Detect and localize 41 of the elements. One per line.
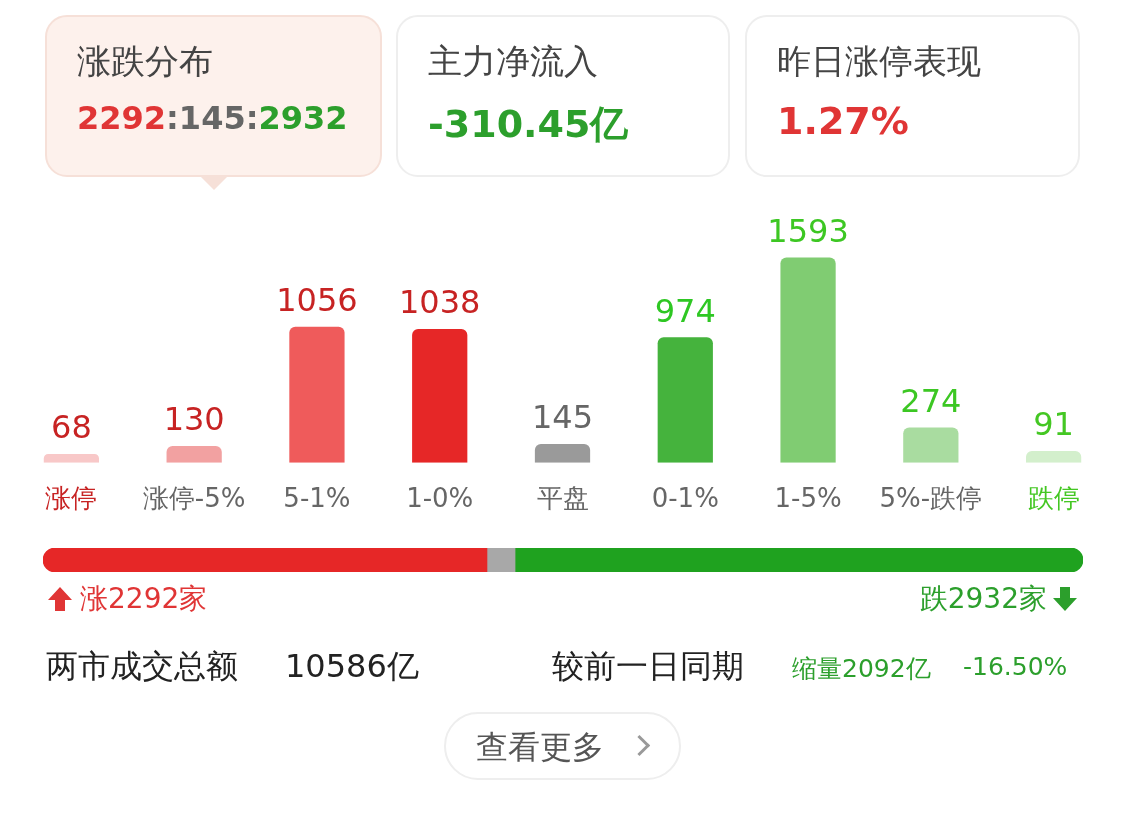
text: 10586亿 [285, 646, 419, 687]
text: 主力净流入 [428, 40, 599, 83]
x-tick-label: 0-1% [651, 483, 719, 514]
text: 1.27% [777, 99, 910, 143]
text: 昨日涨停表现 [777, 40, 982, 83]
data-label: 91 [1033, 405, 1074, 444]
bar [412, 329, 468, 463]
x-tick-label: 跌停 [1027, 483, 1080, 514]
bar [903, 427, 959, 463]
text: -310.45亿 [428, 101, 630, 148]
text: 缩量2092亿 [792, 653, 931, 685]
text: 涨2292家 [80, 581, 208, 617]
text: 查看更多 [476, 727, 604, 768]
x-tick-label: 5-1% [283, 483, 351, 514]
data-label: 1038 [399, 283, 481, 322]
x-tick-label: 1-5% [774, 483, 842, 514]
x-tick-label: 5%-跌停 [879, 483, 983, 514]
x-tick-label: 1-0% [406, 483, 474, 514]
x-tick-label: 涨停-5% [142, 483, 246, 514]
bar [1025, 451, 1082, 463]
text: 2292:145:2932 [77, 99, 348, 137]
data-label: 974 [654, 291, 716, 330]
x-tick-label: 涨停 [45, 483, 98, 514]
data-label: 274 [900, 381, 962, 420]
text: 涨跌分布 [77, 40, 214, 83]
text: 两市成交总额 [46, 646, 238, 687]
text: 跌2932家 [919, 581, 1047, 617]
data-label: 130 [163, 400, 225, 439]
x-tick-label: 平盘 [536, 483, 589, 514]
bar [289, 326, 345, 463]
bar [780, 257, 836, 463]
data-label: 1056 [276, 281, 358, 320]
bar [657, 337, 713, 463]
bar [166, 446, 222, 463]
bar [534, 444, 591, 463]
text: 较前一日同期 [552, 646, 744, 687]
text: -16.50% [963, 652, 1068, 681]
data-label: 145 [531, 398, 594, 437]
data-label: 68 [51, 408, 92, 447]
bar [43, 454, 100, 463]
data-label: 1593 [767, 211, 849, 250]
